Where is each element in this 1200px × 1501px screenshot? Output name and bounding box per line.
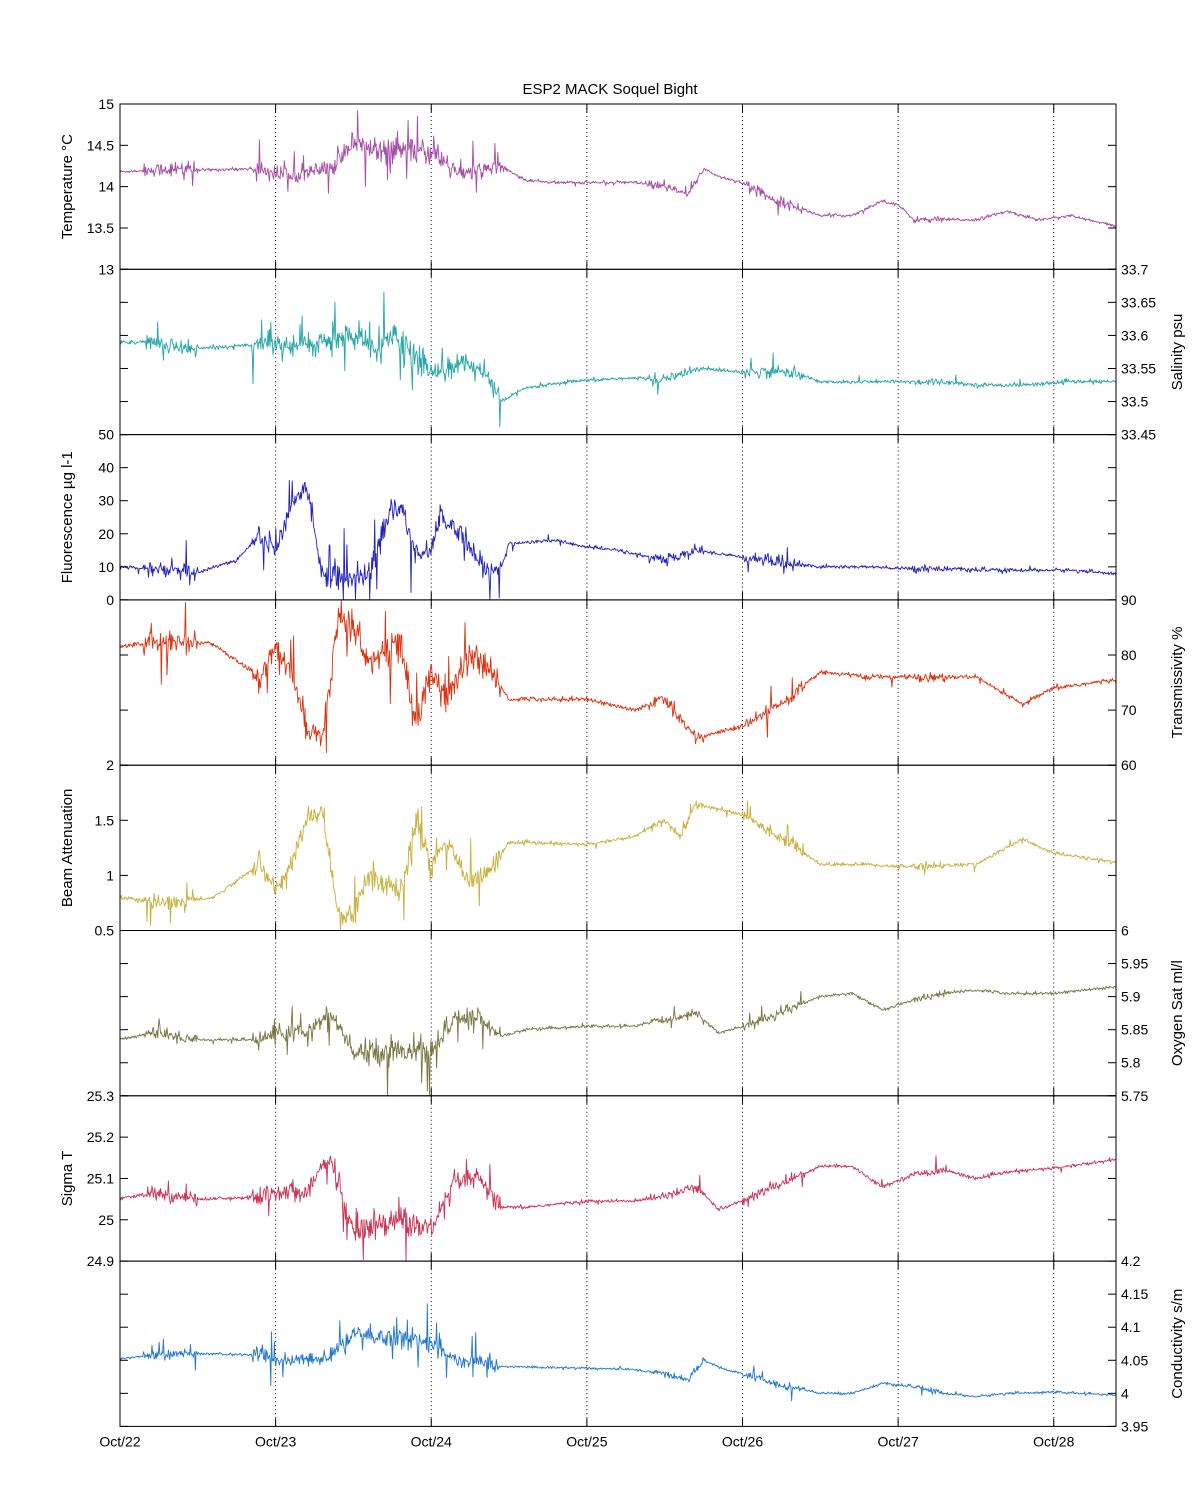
y-tick-label: 5.8 [1121,1055,1141,1071]
y-axis-label-fluorescence: Fluorescence µg l-1 [59,451,76,583]
y-tick-label: 90 [1121,592,1137,608]
y-axis-label-beam_attenuation: Beam Attenuation [59,789,76,907]
chart-title: ESP2 MACK Soquel Bight [522,81,698,98]
y-tick-label: 33.65 [1121,294,1156,310]
panel-beam_attenuation: 0.5 1 1.5 2 Beam Attenuation [59,757,1117,939]
panel-sigma_t: 24.9 25 25.1 25.2 25.3 Sigma T [59,1088,1117,1269]
series-line-conductivity [119,1303,1117,1402]
x-tick-label: Oct/24 [411,1433,452,1449]
y-tick-label: 25.1 [87,1170,114,1186]
series-line-salinity [119,291,1117,428]
y-tick-label: 40 [98,460,114,476]
y-tick-label: 24.9 [87,1253,114,1269]
y-axis-label-salinity: Salinity psu [1169,314,1186,391]
y-tick-label: 4.15 [1121,1286,1148,1302]
panel-frame [119,103,1117,270]
y-tick-label: 0.5 [95,923,115,939]
y-tick-label: 25.2 [87,1129,114,1145]
panel-frame [119,930,1117,1097]
y-tick-label: 25.3 [87,1088,114,1104]
y-tick-label: 6 [1121,923,1129,939]
y-tick-label: 33.55 [1121,360,1156,376]
panel-temperature: 13 13.5 14 14.5 15 Temperature °C [59,96,1117,277]
panel-frame [119,434,1117,601]
y-tick-label: 20 [98,526,114,542]
x-tick-label: Oct/23 [255,1433,296,1449]
y-tick-label: 13.5 [87,220,114,236]
panel-frame [119,764,1117,932]
y-axis-label-conductivity: Conductivity s/m [1169,1289,1186,1399]
y-tick-label: 33.7 [1121,261,1148,277]
y-tick-label: 80 [1121,647,1137,663]
x-tick-label: Oct/26 [722,1433,763,1449]
y-tick-label: 33.5 [1121,394,1148,410]
panel-salinity: 33.45 33.5 33.55 33.6 33.65 33.7 Salinity psu [119,261,1186,443]
series-line-beam_attenuation [119,800,1117,931]
x-tick-label: Oct/22 [99,1433,140,1449]
y-tick-label: 3.95 [1121,1418,1148,1434]
series-line-oxygen_sat [119,985,1117,1097]
panel-conductivity: 3.95 4 4.05 4.1 4.15 4.2 Conductivity s/m [119,1253,1186,1434]
y-tick-label: 14.5 [87,137,114,153]
panel-transmissivity: 60 70 80 90 Transmissivity % [119,592,1186,773]
y-tick-label: 13 [98,261,114,277]
y-axis-label-transmissivity: Transmissivity % [1169,627,1186,739]
y-tick-label: 4 [1121,1385,1129,1401]
x-tick-label: Oct/28 [1033,1433,1074,1449]
y-tick-label: 5.85 [1121,1022,1148,1038]
panel-oxygen_sat: 5.75 5.8 5.85 5.9 5.95 6 Oxygen Sat ml/l [119,923,1186,1104]
y-tick-label: 5.75 [1121,1088,1148,1104]
y-tick-label: 50 [98,427,114,443]
panel-fluorescence: 0 10 20 30 40 50 Fluorescence µg l-1 [59,427,1117,608]
panel-frame [119,599,1117,766]
y-tick-label: 70 [1121,702,1137,718]
y-axis-label-sigma_t: Sigma T [59,1151,76,1207]
x-axis: Oct/22 Oct/23 Oct/24 Oct/25 Oct/26 Oct/27 Oct/… [99,1433,1074,1449]
x-tick-label: Oct/27 [878,1433,919,1449]
y-tick-label: 25 [98,1212,114,1228]
y-tick-label: 4.2 [1121,1253,1141,1269]
series-line-transmissivity [119,599,1117,754]
panel-frame [119,268,1117,436]
y-tick-label: 10 [98,559,114,575]
y-axis-label-oxygen_sat: Oxygen Sat ml/l [1169,960,1186,1066]
y-tick-label: 60 [1121,757,1137,773]
y-tick-label: 4.1 [1121,1319,1141,1335]
y-tick-label: 14 [98,179,114,195]
series-line-fluorescence [119,479,1117,601]
y-tick-label: 4.05 [1121,1352,1148,1368]
y-axis-label-temperature: Temperature °C [59,134,76,239]
y-tick-label: 0 [106,592,114,608]
series-line-sigma_t [119,1155,1117,1262]
panel-frame [119,1260,1117,1427]
y-tick-label: 5.9 [1121,989,1141,1005]
y-tick-label: 33.6 [1121,327,1148,343]
y-tick-label: 33.45 [1121,427,1156,443]
y-tick-label: 1.5 [95,812,115,828]
y-tick-label: 1 [106,867,114,883]
y-tick-label: 15 [98,96,114,112]
panel-frame [119,1095,1117,1262]
y-tick-label: 5.95 [1121,956,1148,972]
series-line-temperature [119,110,1117,228]
x-tick-label: Oct/25 [566,1433,607,1449]
y-tick-label: 2 [106,757,114,773]
y-tick-label: 30 [98,493,114,509]
